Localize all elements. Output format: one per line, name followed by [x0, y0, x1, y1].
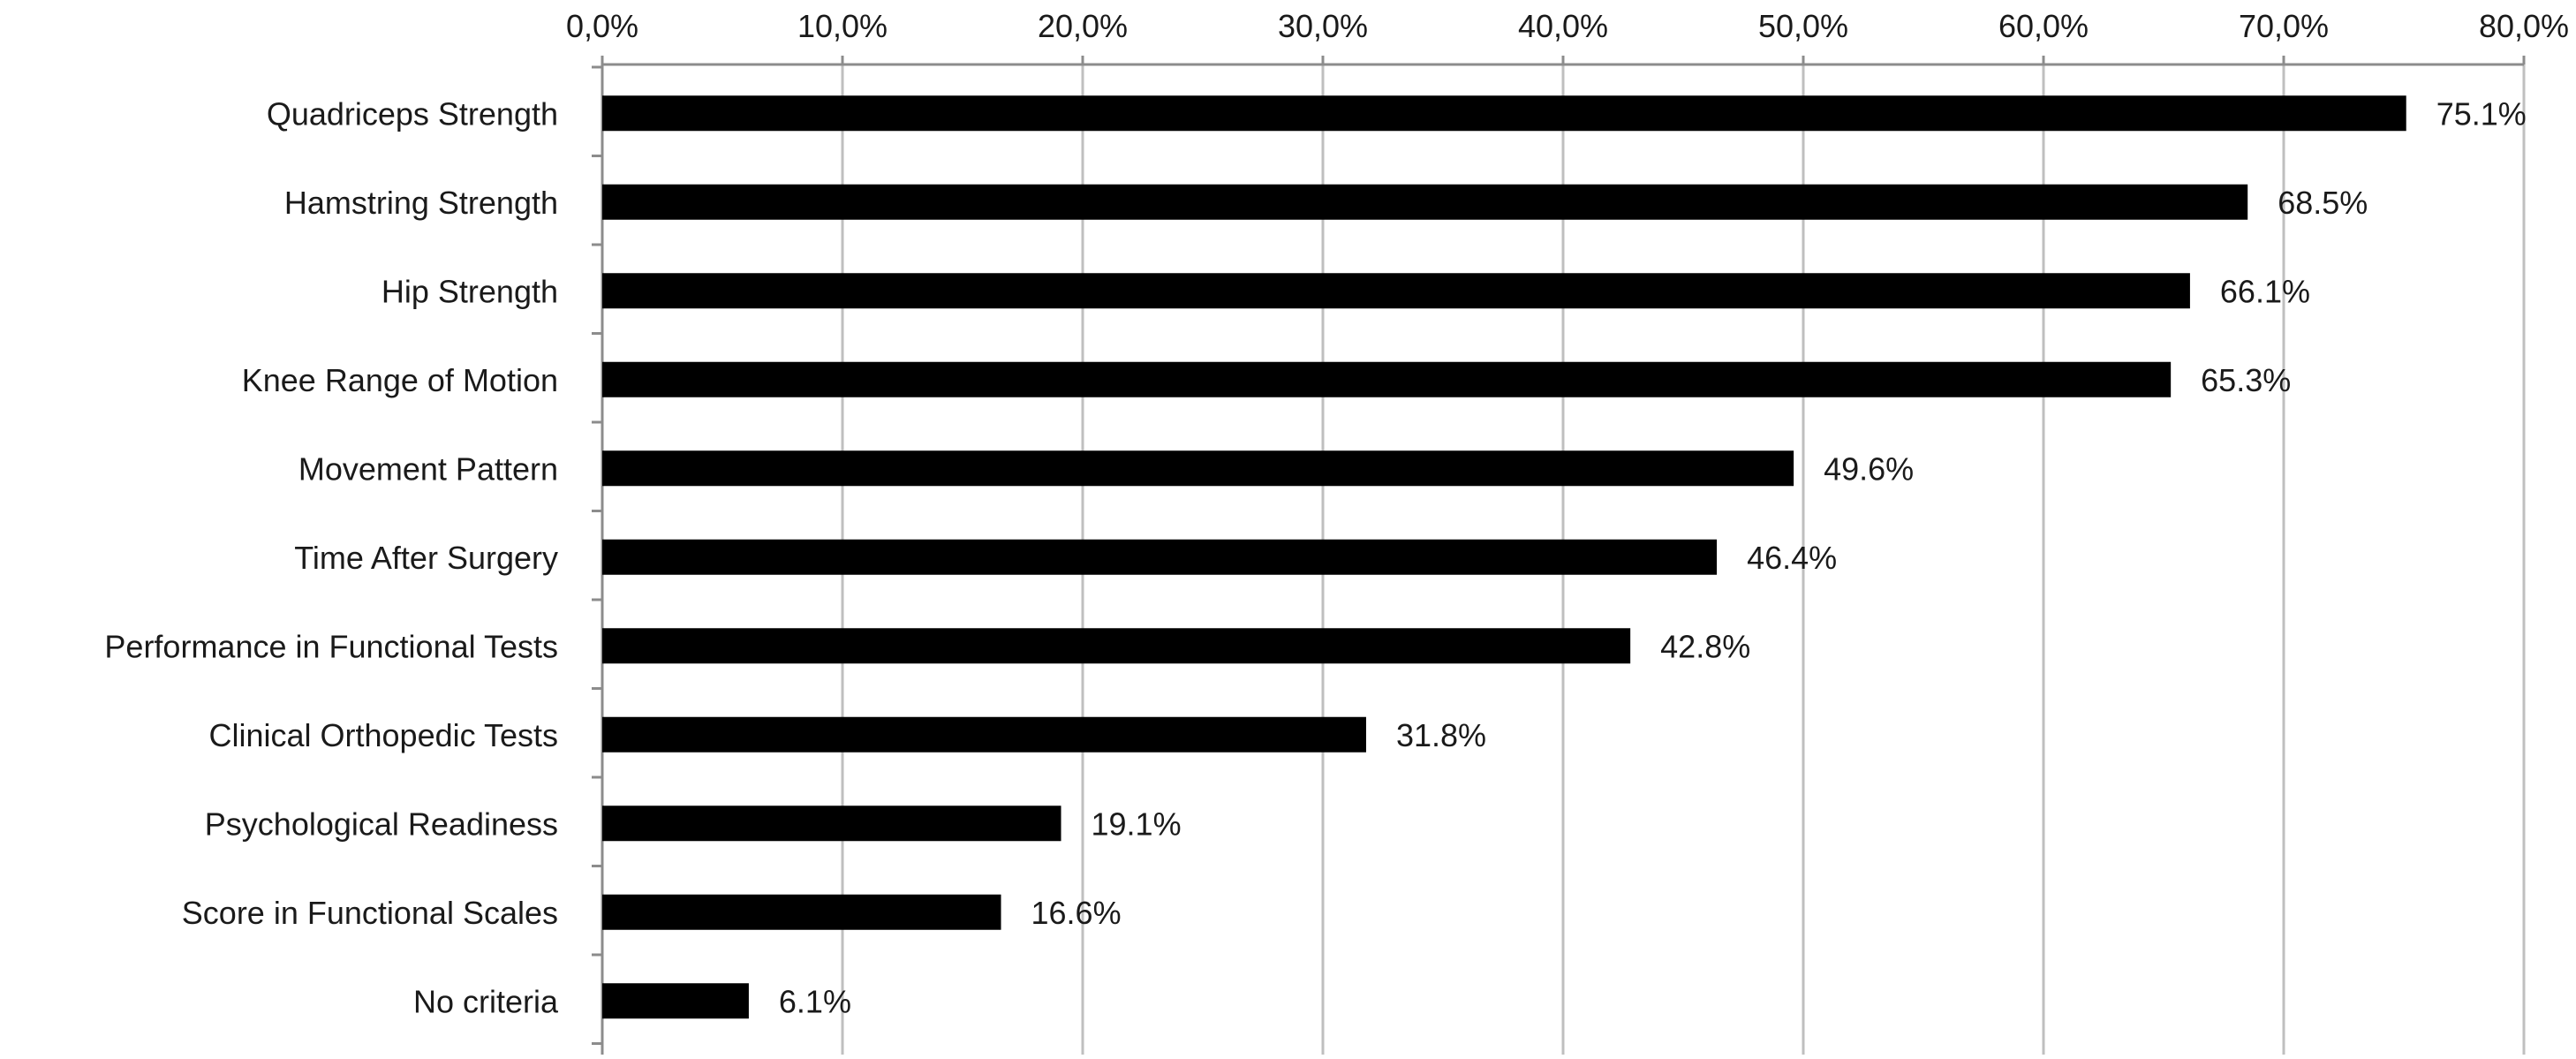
- category-label: Quadriceps Strength: [267, 95, 558, 132]
- category-label: Hip Strength: [381, 273, 558, 309]
- category-label: Psychological Readiness: [205, 806, 558, 842]
- x-tick-label: 60,0%: [1998, 8, 2089, 44]
- data-label: 6.1%: [779, 983, 851, 1019]
- data-label: 42.8%: [1660, 628, 1750, 664]
- category-label: Score in Functional Scales: [182, 895, 558, 931]
- bar: [602, 806, 1061, 842]
- data-label: 49.6%: [1824, 450, 1914, 487]
- data-label: 46.4%: [1747, 540, 1837, 576]
- bar: [602, 894, 1001, 930]
- category-label: Time After Surgery: [294, 540, 558, 576]
- x-tick-label: 70,0%: [2239, 8, 2329, 44]
- bar: [602, 983, 749, 1019]
- x-tick-label: 30,0%: [1278, 8, 1368, 44]
- x-tick-label: 0,0%: [566, 8, 638, 44]
- bar: [602, 273, 2190, 309]
- category-label: Movement Pattern: [298, 450, 558, 487]
- data-label: 16.6%: [1031, 895, 1122, 931]
- category-label: No criteria: [413, 983, 559, 1019]
- labels: 0,0% 10,0% 20,0% 30,0% 40,0% 50,0% 60,0% 70,0% 8…: [104, 8, 2569, 1019]
- data-label: 31.8%: [1396, 717, 1486, 753]
- bar: [602, 450, 1794, 487]
- bar: [602, 539, 1718, 575]
- data-label: 65.3%: [2201, 362, 2291, 398]
- category-label: Hamstring Strength: [284, 185, 558, 221]
- bars: [602, 95, 2406, 1019]
- bar: [602, 184, 2248, 220]
- bar: [602, 716, 1366, 753]
- x-tick-label: 10,0%: [797, 8, 888, 44]
- category-label: Clinical Orthopedic Tests: [208, 717, 558, 753]
- data-label: 75.1%: [2436, 95, 2527, 132]
- category-label: Performance in Functional Tests: [104, 628, 558, 664]
- data-label: 66.1%: [2220, 273, 2310, 309]
- data-label: 68.5%: [2278, 185, 2368, 221]
- axes: [592, 56, 2526, 1055]
- data-label: 19.1%: [1092, 806, 1182, 842]
- bar: [602, 628, 1631, 664]
- x-tick-label: 40,0%: [1518, 8, 1608, 44]
- bar: [602, 95, 2406, 132]
- bar: [602, 361, 2172, 397]
- category-label: Knee Range of Motion: [242, 362, 558, 398]
- x-tick-label: 20,0%: [1038, 8, 1128, 44]
- x-tick-label: 80,0%: [2479, 8, 2569, 44]
- x-tick-label: 50,0%: [1758, 8, 1848, 44]
